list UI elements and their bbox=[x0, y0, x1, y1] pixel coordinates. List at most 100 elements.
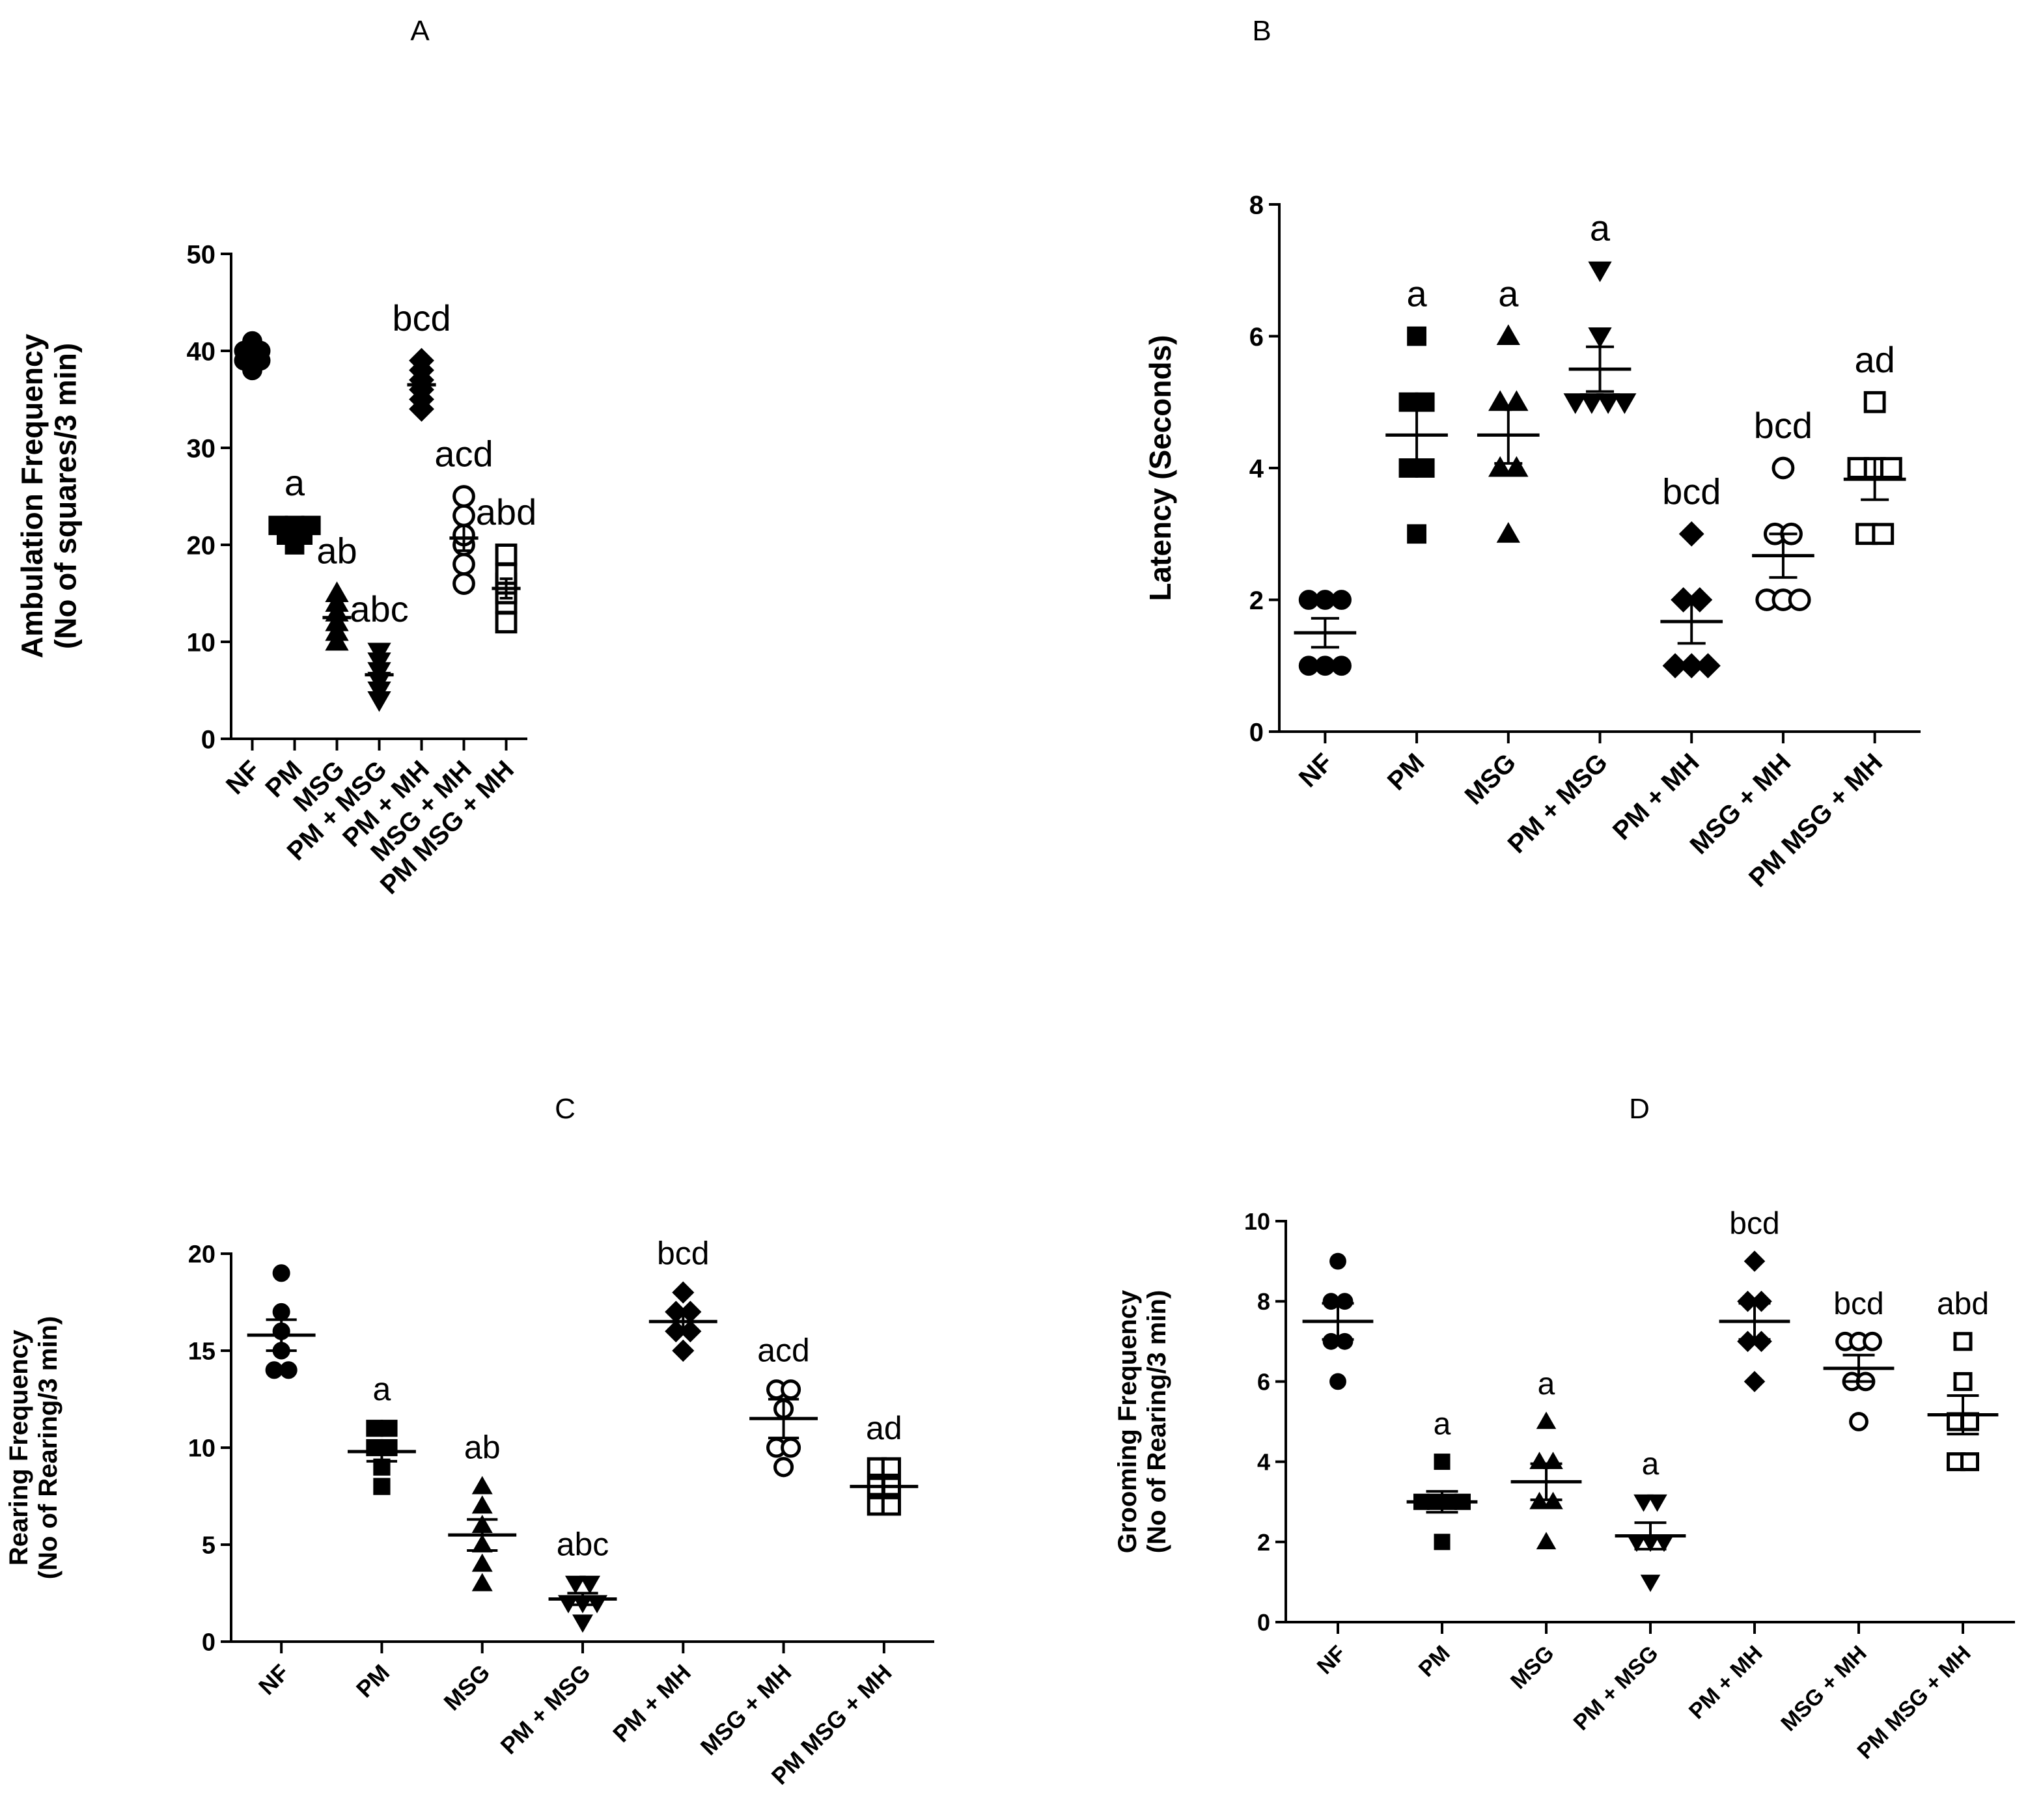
data-point bbox=[272, 1303, 290, 1321]
significance-label: a bbox=[1642, 1447, 1660, 1482]
y-axis-title: (No of Rearing/3 min) bbox=[1143, 1290, 1171, 1553]
data-point bbox=[1415, 392, 1435, 412]
data-point bbox=[1953, 1372, 1973, 1391]
significance-label: a bbox=[1538, 1367, 1555, 1401]
x-tick-label: NF bbox=[253, 1659, 294, 1700]
data-point bbox=[495, 544, 518, 566]
data-point bbox=[1743, 1371, 1766, 1392]
y-tick-label: 6 bbox=[1257, 1368, 1270, 1395]
x-tick-label: PM + MSG bbox=[495, 1659, 595, 1759]
y-tick-label: 4 bbox=[1257, 1449, 1270, 1476]
data-point bbox=[1488, 456, 1512, 477]
data-point bbox=[1496, 324, 1520, 345]
y-tick-label: 50 bbox=[187, 240, 216, 269]
data-point bbox=[279, 1361, 298, 1379]
y-axis-title: Grooming Frequency bbox=[1113, 1289, 1142, 1553]
y-tick-label: 2 bbox=[1249, 586, 1264, 615]
data-point bbox=[373, 1478, 391, 1495]
y-tick-label: 40 bbox=[187, 337, 216, 366]
data-point bbox=[471, 1573, 493, 1592]
y-tick-label: 30 bbox=[187, 434, 216, 463]
data-point bbox=[1434, 1454, 1451, 1470]
data-point bbox=[1336, 1332, 1354, 1350]
x-tick-label: NF bbox=[1294, 748, 1339, 793]
data-point bbox=[409, 348, 434, 374]
data-point bbox=[1536, 1532, 1557, 1550]
y-tick-label: 8 bbox=[1249, 191, 1264, 219]
significance-label: abc bbox=[350, 588, 408, 629]
data-point bbox=[325, 581, 349, 602]
data-point bbox=[1633, 1494, 1654, 1512]
x-tick-label: PM + MH bbox=[1607, 748, 1705, 846]
data-point bbox=[471, 1553, 493, 1572]
panel-letter: D bbox=[1629, 1093, 1650, 1125]
x-tick-label: PM + MH bbox=[1684, 1641, 1768, 1724]
data-point bbox=[1434, 1534, 1451, 1551]
x-tick-label: MSG + MH bbox=[695, 1659, 797, 1761]
y-tick-label: 2 bbox=[1257, 1529, 1270, 1556]
data-point bbox=[781, 1379, 801, 1400]
data-point bbox=[471, 1495, 493, 1514]
y-tick-label: 0 bbox=[202, 1629, 215, 1657]
significance-label: ab bbox=[464, 1429, 501, 1466]
x-tick-label: MSG + MH bbox=[1776, 1641, 1871, 1736]
data-point bbox=[471, 1476, 493, 1495]
data-point bbox=[1863, 391, 1886, 413]
data-point bbox=[452, 485, 475, 508]
data-point bbox=[452, 553, 475, 576]
y-tick-label: 6 bbox=[1249, 323, 1264, 352]
significance-label: ab bbox=[316, 531, 357, 572]
significance-label: a bbox=[1406, 273, 1427, 314]
data-point bbox=[1647, 1494, 1667, 1512]
data-point bbox=[1751, 1290, 1772, 1312]
data-point bbox=[1331, 590, 1352, 610]
x-tick-label: PM + MSG bbox=[1503, 748, 1613, 859]
y-tick-label: 8 bbox=[1257, 1288, 1270, 1315]
data-point bbox=[1788, 588, 1811, 611]
x-tick-label: PM + MH bbox=[607, 1659, 696, 1748]
y-axis-title: (No of squares/3 min) bbox=[49, 343, 83, 649]
data-point bbox=[1953, 1332, 1973, 1351]
y-tick-label: 10 bbox=[187, 628, 216, 657]
data-point bbox=[1563, 393, 1587, 415]
data-point bbox=[781, 1437, 801, 1458]
data-point bbox=[1536, 1411, 1557, 1429]
data-point bbox=[1588, 327, 1612, 348]
significance-label: abd bbox=[1937, 1287, 1989, 1321]
significance-label: abd bbox=[476, 491, 536, 532]
data-point bbox=[1960, 1452, 1979, 1472]
data-point bbox=[572, 1614, 593, 1633]
data-point bbox=[1336, 1293, 1354, 1310]
data-point bbox=[1496, 521, 1520, 543]
data-point bbox=[881, 1496, 901, 1516]
data-point bbox=[1743, 1250, 1766, 1272]
significance-label: acd bbox=[757, 1332, 810, 1369]
data-point bbox=[1695, 653, 1721, 679]
significance-label: bcd bbox=[1729, 1207, 1779, 1241]
x-tick-label: MSG bbox=[1460, 748, 1522, 810]
y-tick-label: 5 bbox=[202, 1532, 215, 1560]
data-point bbox=[1872, 523, 1895, 545]
significance-label: a bbox=[1498, 273, 1519, 314]
data-point bbox=[1579, 393, 1604, 415]
data-point bbox=[1596, 393, 1620, 415]
significance-label: acd bbox=[434, 434, 493, 475]
x-tick-label: PM bbox=[1382, 748, 1430, 796]
data-point bbox=[1505, 456, 1529, 477]
data-point bbox=[452, 504, 475, 527]
y-tick-label: 4 bbox=[1249, 454, 1264, 483]
data-point bbox=[1640, 1575, 1661, 1592]
data-point bbox=[1613, 393, 1637, 415]
data-point bbox=[1863, 1331, 1882, 1351]
data-point bbox=[1329, 1373, 1346, 1390]
y-tick-label: 20 bbox=[187, 531, 216, 560]
y-tick-label: 0 bbox=[201, 725, 215, 754]
x-tick-label: MSG bbox=[438, 1659, 495, 1716]
data-point bbox=[1398, 392, 1419, 412]
data-point bbox=[672, 1281, 695, 1304]
significance-label: a bbox=[1434, 1407, 1451, 1442]
data-point bbox=[1407, 524, 1426, 544]
significance-label: bcd bbox=[392, 297, 451, 338]
data-point bbox=[272, 1264, 290, 1282]
data-point bbox=[1849, 1412, 1868, 1431]
